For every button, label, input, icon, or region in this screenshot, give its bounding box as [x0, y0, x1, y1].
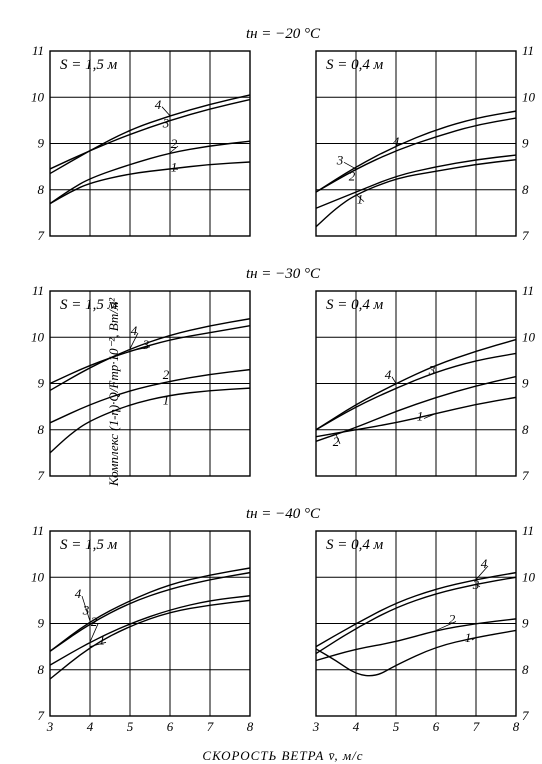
series-1 — [50, 600, 250, 679]
y-tick: 11 — [32, 45, 44, 58]
y-tick: 7 — [522, 228, 529, 243]
series-1 — [50, 388, 250, 453]
x-tick: 3 — [312, 719, 320, 734]
y-tick: 11 — [522, 285, 534, 298]
x-tick: 5 — [127, 719, 134, 734]
series-label-3: 3 — [162, 115, 170, 130]
y-tick: 11 — [522, 45, 534, 58]
y-tick: 10 — [31, 329, 45, 344]
chart-panel-right: 78910111234S = 0,4 м — [292, 45, 540, 258]
series-label-1: 1 — [417, 409, 424, 424]
temp-label: tн = −40 °C — [26, 500, 540, 523]
y-tick: 7 — [522, 708, 529, 723]
s-label: S = 0,4 м — [326, 537, 384, 553]
chart-panel-left: 78910111234S = 1,5 мКомплекс (1-η)·Q/Fтр… — [26, 285, 274, 498]
series-1 — [316, 630, 516, 675]
x-tick: 7 — [473, 719, 480, 734]
y-tick: 8 — [38, 182, 45, 197]
x-tick: 8 — [247, 719, 254, 734]
series-label-2: 2 — [449, 612, 456, 627]
s-label: S = 0,4 м — [326, 297, 384, 313]
y-tick: 10 — [31, 569, 45, 584]
y-tick: 10 — [31, 89, 45, 104]
series-label-4: 4 — [155, 97, 162, 112]
y-tick: 11 — [522, 525, 534, 538]
series-2 — [316, 619, 516, 661]
y-tick: 10 — [522, 89, 536, 104]
series-label-1: 1 — [171, 159, 178, 174]
series-label-1: 1 — [99, 632, 106, 647]
y-tick: 11 — [32, 525, 44, 538]
temp-label: tн = −30 °C — [26, 260, 540, 283]
series-label-3: 3 — [82, 602, 90, 617]
y-tick: 7 — [38, 708, 45, 723]
series-label-4: 4 — [393, 134, 400, 149]
series-label-3: 3 — [142, 337, 150, 352]
chart-panel-right: 78910111234S = 0,4 м — [292, 285, 540, 498]
y-tick: 7 — [38, 468, 45, 483]
x-axis-label: СКОРОСТЬ ВЕТРА v̄, м/с — [26, 740, 540, 764]
series-4 — [50, 319, 250, 391]
series-3 — [316, 118, 516, 192]
x-tick: 7 — [207, 719, 214, 734]
x-tick: 5 — [393, 719, 400, 734]
series-label-2: 2 — [163, 367, 170, 382]
series-4 — [50, 568, 250, 651]
s-label: S = 1,5 м — [60, 537, 118, 553]
series-label-3: 3 — [472, 577, 480, 592]
series-label-3: 3 — [428, 362, 436, 377]
series-label-4: 4 — [131, 323, 138, 338]
chart-panel-left: 78910111234S = 1,5 м — [26, 45, 274, 258]
series-3 — [316, 577, 516, 653]
series-3 — [50, 573, 250, 652]
series-3 — [50, 326, 250, 384]
chart-panel-left: 34567878910111234S = 1,5 м — [26, 525, 274, 738]
series-label-3: 3 — [336, 152, 344, 167]
x-tick: 6 — [167, 719, 174, 734]
series-1 — [50, 162, 250, 204]
y-tick: 8 — [38, 662, 45, 677]
series-2 — [50, 141, 250, 203]
y-tick: 8 — [38, 422, 45, 437]
y-tick: 10 — [522, 569, 536, 584]
series-1 — [316, 160, 516, 227]
y-tick: 8 — [522, 662, 529, 677]
y-tick: 7 — [38, 228, 45, 243]
series-label-1: 1 — [357, 192, 364, 207]
x-tick: 6 — [433, 719, 440, 734]
x-tick: 4 — [353, 719, 360, 734]
y-tick: 9 — [38, 136, 45, 151]
temp-label: tн = −20 °C — [26, 20, 540, 43]
series-label-4: 4 — [385, 367, 392, 382]
y-tick: 8 — [522, 182, 529, 197]
y-axis-label: Комплекс (1-η)·Q/Fтр·10⁻², Вт/м² — [106, 297, 122, 485]
series-label-2: 2 — [333, 434, 340, 449]
series-label-1: 1 — [163, 392, 170, 407]
y-tick: 8 — [522, 422, 529, 437]
x-tick: 8 — [513, 719, 520, 734]
x-tick: 3 — [46, 719, 54, 734]
y-tick: 10 — [522, 329, 536, 344]
series-label-2: 2 — [91, 614, 98, 629]
series-label-1: 1 — [465, 630, 472, 645]
y-tick: 11 — [32, 285, 44, 298]
y-tick: 9 — [522, 616, 529, 631]
chart-panel-right: 34567878910111234S = 0,4 м — [292, 525, 540, 738]
series-label-2: 2 — [171, 136, 178, 151]
x-tick: 4 — [87, 719, 94, 734]
series-label-4: 4 — [75, 586, 82, 601]
series-2 — [50, 370, 250, 423]
y-tick: 9 — [522, 136, 529, 151]
series-label-4: 4 — [481, 556, 488, 571]
y-tick: 9 — [38, 616, 45, 631]
s-label: S = 1,5 м — [60, 57, 118, 73]
series-label-2: 2 — [349, 169, 356, 184]
y-tick: 9 — [38, 376, 45, 391]
s-label: S = 0,4 м — [326, 57, 384, 73]
y-tick: 9 — [522, 376, 529, 391]
y-tick: 7 — [522, 468, 529, 483]
